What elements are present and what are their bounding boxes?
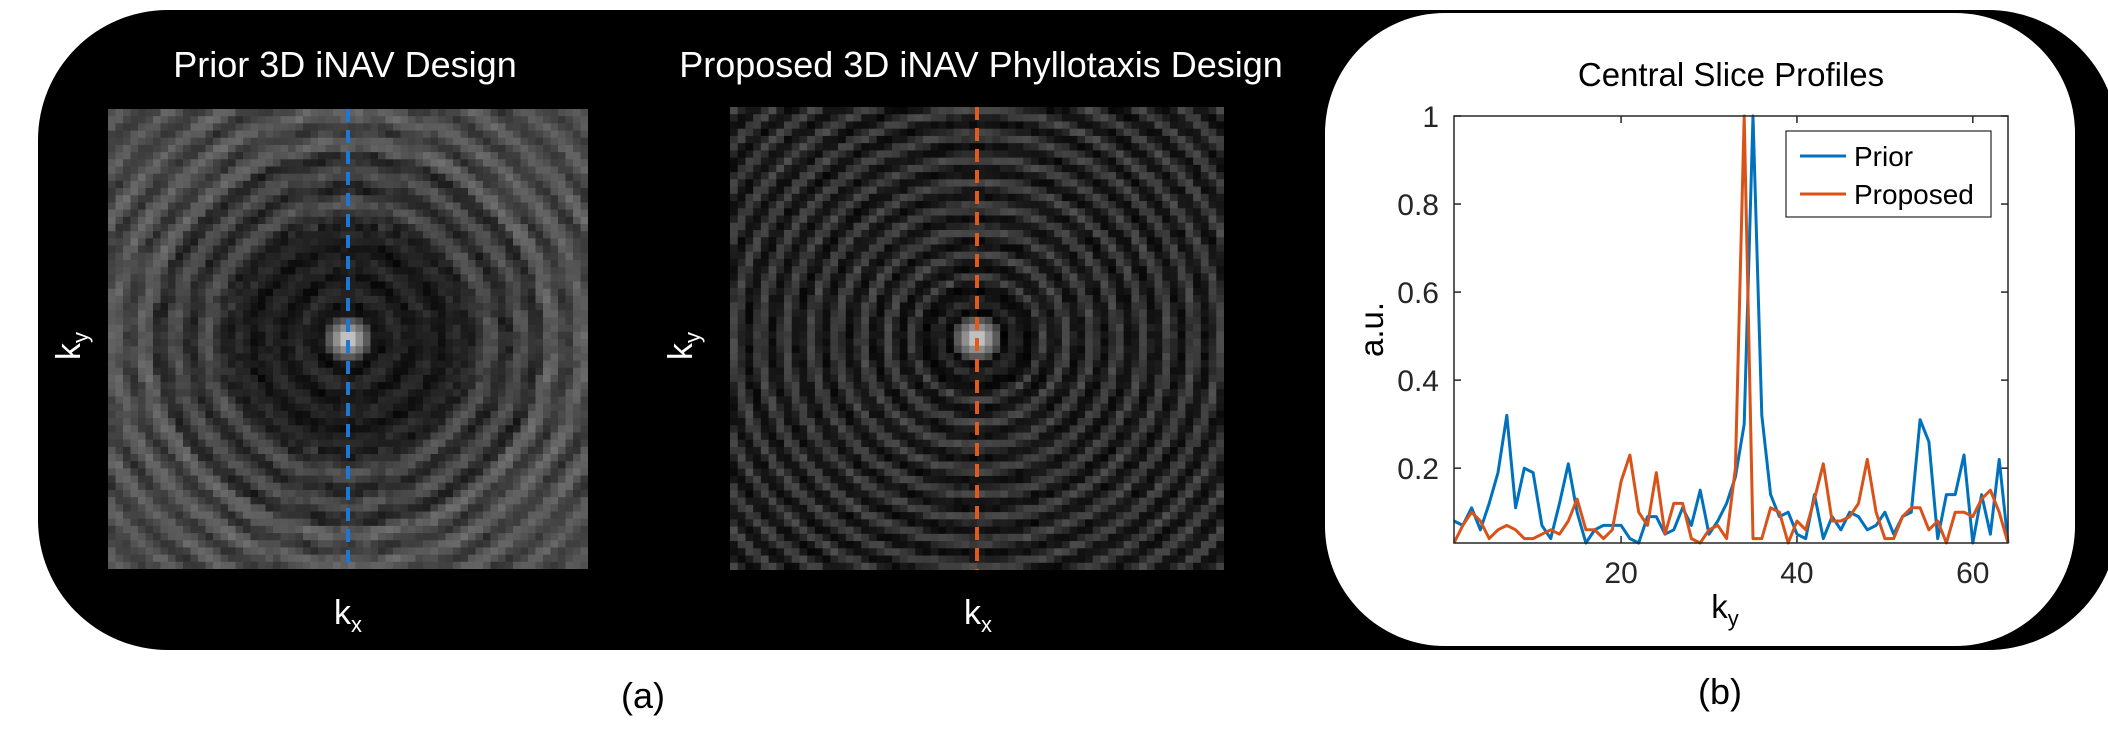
legend-label: Proposed (1854, 179, 1974, 210)
x-axis-label-sub: y (1728, 606, 1739, 631)
y-tick-label: 0.2 (1397, 453, 1439, 486)
legend: Prior Proposed (1785, 130, 1992, 218)
prior-psf-svg (108, 109, 588, 569)
x-tick-label: 20 (1604, 557, 1637, 590)
y-tick-label: 1 (1422, 101, 1439, 134)
x-tick-label: 40 (1780, 557, 1813, 590)
prior-x-axis-label: kx (334, 594, 362, 637)
chart-title: Central Slice Profiles (1578, 56, 1884, 93)
psf-pixel-grid (108, 109, 588, 569)
y-tick-label: 0.6 (1397, 277, 1439, 310)
x-tick-label: 60 (1956, 557, 1989, 590)
caption-b: (b) (1698, 671, 1742, 712)
proposed-design-title: Proposed 3D iNAV Phyllotaxis Design (679, 44, 1283, 85)
series-line-proposed (1452, 114, 2010, 545)
caption-a: (a) (621, 675, 665, 716)
panel-b-card (1325, 13, 2075, 646)
legend-label: Prior (1854, 141, 1913, 172)
plot-area-border (1453, 115, 2009, 544)
prior-psf-image (108, 109, 588, 569)
legend-box (1785, 130, 1992, 218)
proposed-x-axis-label: kx (964, 594, 992, 637)
proposed-psf-image (730, 107, 1224, 570)
proposed-psf-svg (730, 107, 1224, 570)
y-axis-label: a.u. (1353, 302, 1390, 357)
y-tick-label: 0.4 (1397, 365, 1439, 398)
x-axis-label: ky (1711, 588, 1739, 631)
prior-design-title: Prior 3D iNAV Design (173, 44, 517, 85)
psf-pixel-grid (730, 107, 1224, 570)
y-tick-label: 0.8 (1397, 189, 1439, 222)
